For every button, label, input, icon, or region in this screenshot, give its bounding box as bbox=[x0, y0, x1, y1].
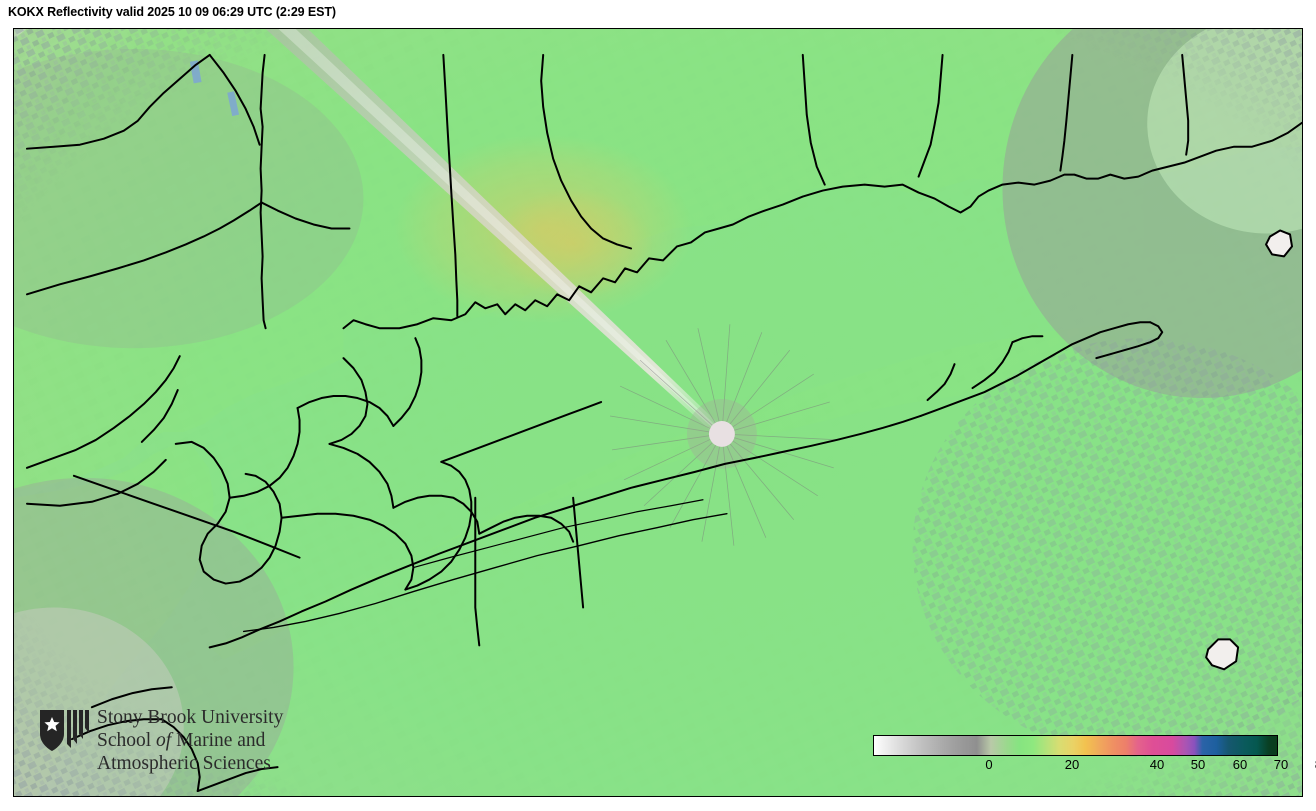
colorbar-tick-80: 80 bbox=[1315, 757, 1316, 772]
radar-map-canvas[interactable] bbox=[14, 29, 1302, 796]
map-basemap-layer bbox=[14, 29, 1302, 796]
page-title: KOKX Reflectivity valid 2025 10 09 06:29… bbox=[8, 5, 336, 19]
sbu-line-1: Stony Brook University bbox=[97, 707, 284, 728]
sbu-line-3: Atmospheric Sciences bbox=[97, 753, 271, 775]
sbu-logo-text: Stony Brook University School of Marine … bbox=[97, 706, 283, 776]
colorbar-tick-40: 40 bbox=[1149, 757, 1165, 772]
colorbar-tick-60: 60 bbox=[1232, 757, 1248, 772]
colorbar-tick-20: 20 bbox=[1064, 757, 1080, 772]
colorbar-gradient bbox=[873, 735, 1278, 756]
radar-site-marker bbox=[610, 324, 840, 546]
shield-icon bbox=[40, 710, 89, 751]
colorbar: 0 20 40 50 60 70 80 bbox=[860, 731, 1316, 793]
map-coastline-layer bbox=[25, 53, 1302, 793]
colorbar-tick-50: 50 bbox=[1190, 757, 1206, 772]
colorbar-tick-70: 70 bbox=[1273, 757, 1289, 772]
sbu-line-2: School of Marine and bbox=[97, 730, 266, 752]
sbu-logo: Stony Brook University School of Marine … bbox=[38, 706, 308, 788]
colorbar-tick-0: 0 bbox=[985, 757, 993, 772]
radar-map-frame[interactable] bbox=[13, 28, 1303, 797]
